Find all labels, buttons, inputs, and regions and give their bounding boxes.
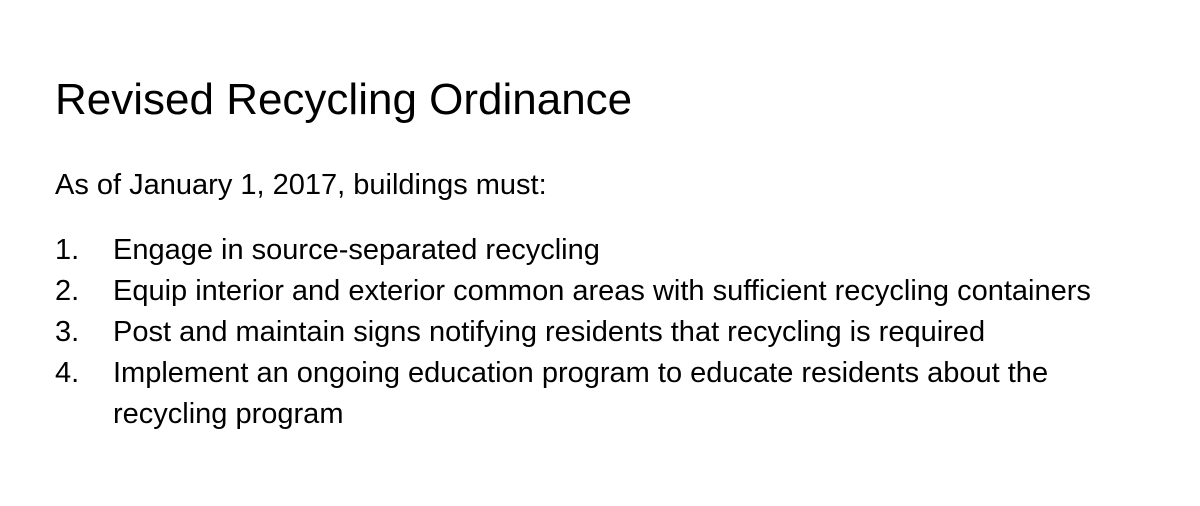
list-item-number: 1.	[55, 234, 80, 266]
list-item-text: Post and maintain signs notifying reside…	[113, 316, 986, 348]
list-item-number: 3.	[55, 316, 80, 348]
list-item-text: Equip interior and exterior common areas…	[113, 275, 1091, 307]
list-item: 2. Equip interior and exterior common ar…	[55, 271, 1165, 312]
list-item: 4. Implement an ongoing education progra…	[55, 353, 1165, 435]
list-item-number: 2.	[55, 275, 80, 307]
list-item-text: Engage in source-separated recycling	[113, 234, 600, 266]
intro-text: As of January 1, 2017, buildings must:	[55, 169, 547, 201]
requirements-list: 1. Engage in source-separated recycling …	[55, 230, 1165, 435]
list-item-number: 4.	[55, 357, 80, 389]
list-item-text: Implement an ongoing education program t…	[113, 357, 1049, 430]
document-title: Revised Recycling Ordinance	[55, 75, 633, 124]
list-item: 3. Post and maintain signs notifying res…	[55, 312, 1165, 353]
list-item: 1. Engage in source-separated recycling	[55, 230, 1165, 271]
document-page: Revised Recycling Ordinance As of Januar…	[55, 0, 1165, 506]
